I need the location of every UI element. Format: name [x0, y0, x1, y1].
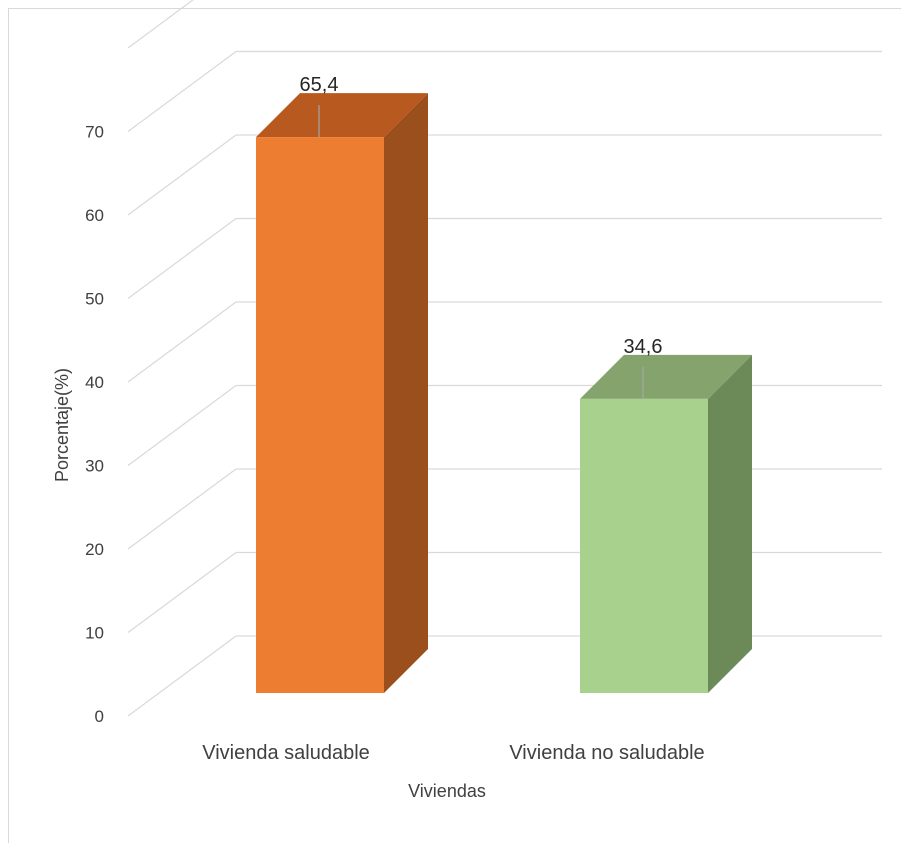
- y-tick-label: 60: [85, 206, 104, 225]
- x-axis-categories: Vivienda saludable Vivienda no saludable: [202, 742, 704, 764]
- y-axis-title: Porcentaje(%): [52, 368, 72, 482]
- chart-frame: [8, 8, 901, 843]
- gridline-side: [127, 635, 237, 717]
- bar-side: [708, 354, 752, 693]
- y-tick-label: 70: [85, 123, 104, 142]
- gridline-side: [127, 552, 237, 633]
- y-axis-ticks: 0 10 20 30 40 50 60 70: [85, 123, 104, 727]
- x-category-label: Vivienda saludable: [202, 742, 370, 764]
- y-tick-label: 10: [85, 624, 104, 643]
- y-tick-label: 0: [95, 707, 104, 726]
- gridline-side: [127, 218, 237, 299]
- y-tick-label: 30: [85, 457, 104, 476]
- y-tick-label: 40: [85, 373, 104, 392]
- gridline-side: [127, 51, 237, 132]
- bar: [256, 93, 428, 694]
- bar-front: [580, 398, 708, 693]
- gridline-side: [127, 134, 237, 216]
- data-label: 34,6: [624, 336, 663, 358]
- data-labels: 65,4 34,6: [300, 74, 663, 399]
- gridline-side: [127, 0, 194, 49]
- y-tick-label: 50: [85, 290, 104, 309]
- gridline-side: [127, 468, 237, 550]
- bar: [580, 354, 752, 693]
- x-axis-title: Viviendas: [408, 781, 486, 801]
- bar-front: [256, 137, 384, 694]
- gridline-side: [127, 385, 237, 466]
- x-category-label: Vivienda no saludable: [509, 742, 704, 764]
- bar-top: [580, 354, 752, 399]
- bar-side: [384, 93, 428, 694]
- bars: [256, 93, 752, 694]
- gridline-side: [127, 301, 237, 383]
- gridlines: [127, 0, 882, 717]
- y-tick-label: 20: [85, 540, 104, 559]
- data-label: 65,4: [300, 74, 339, 96]
- bar-top: [256, 93, 428, 138]
